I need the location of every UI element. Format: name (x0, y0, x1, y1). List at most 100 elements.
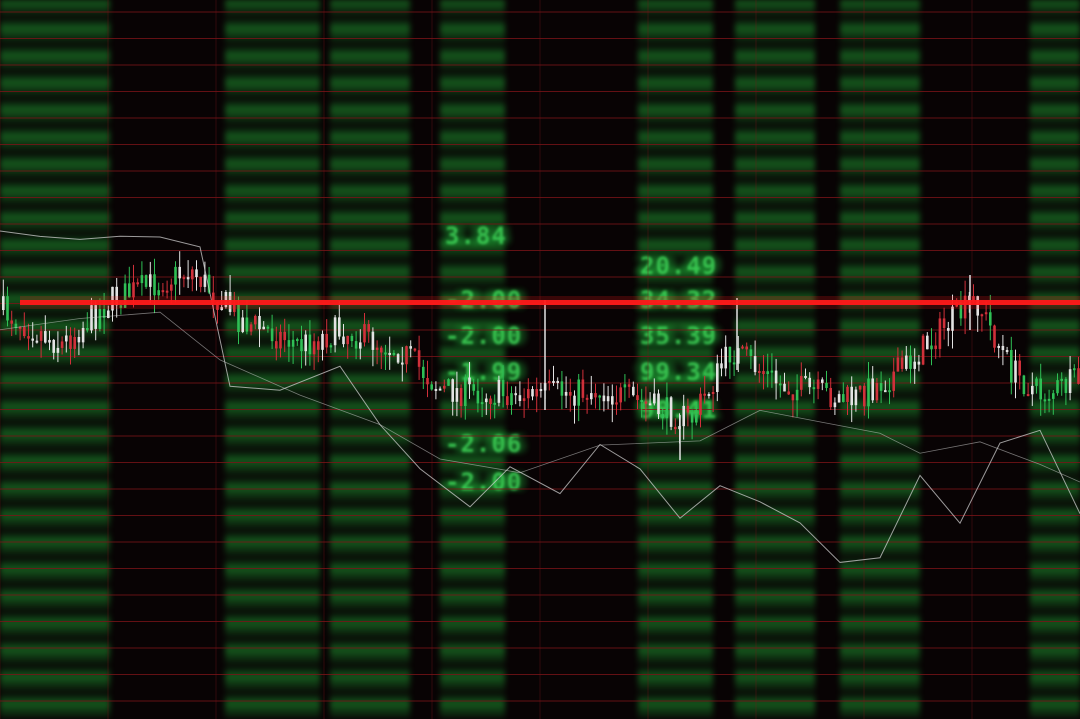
candle-body (220, 307, 223, 310)
candle-body (884, 390, 887, 393)
candle-body (144, 275, 148, 287)
candle-body (170, 284, 173, 291)
candle-body (1073, 368, 1076, 371)
candle-body (493, 402, 496, 405)
candle-body (254, 315, 257, 325)
candle-body (191, 269, 194, 280)
candle-body (107, 310, 110, 319)
candle-body (791, 394, 795, 401)
candle-body (724, 346, 727, 369)
candle-body (707, 394, 711, 397)
candle-body (178, 266, 181, 279)
candle-body (686, 405, 690, 413)
candle-body (963, 295, 967, 319)
candle-body (409, 346, 412, 349)
candle-body (854, 389, 858, 406)
candle-body (522, 398, 526, 402)
candle-body (111, 286, 114, 311)
candle-body (640, 400, 643, 403)
candle-body (392, 352, 396, 355)
candle-body (18, 326, 22, 329)
candle-body (153, 274, 156, 296)
candle-body (241, 317, 244, 333)
candle-body (195, 269, 198, 278)
candle-body (552, 380, 555, 383)
candle-body (459, 388, 463, 407)
candle-body (825, 382, 828, 388)
candle-body (140, 275, 144, 284)
candle-body (984, 312, 988, 315)
candle-body (636, 395, 639, 401)
candle-body (497, 379, 501, 403)
candle-body (346, 335, 349, 345)
candle-body (157, 290, 160, 296)
candle-body (753, 356, 757, 373)
candle-body (279, 331, 282, 349)
candle-body (270, 328, 274, 342)
digit-column (440, 0, 505, 719)
candle-body (1001, 345, 1005, 351)
candle-body (863, 385, 866, 407)
digit-column (330, 0, 410, 719)
candle-body (48, 339, 51, 343)
candle-body (60, 341, 64, 348)
digit-column (638, 0, 713, 719)
candle-body (569, 391, 572, 396)
candle-body (413, 348, 417, 351)
candle-body (804, 375, 807, 378)
candle-body (86, 327, 89, 331)
candle-body (388, 352, 391, 355)
candle-body (812, 387, 816, 390)
candle-body (947, 328, 950, 331)
candle-body (762, 371, 765, 375)
price-level-glow (20, 296, 1080, 309)
candle-body (237, 304, 240, 333)
candle-body (749, 349, 753, 357)
candle-body (846, 386, 849, 402)
candle-body (871, 378, 874, 401)
candle-body (6, 296, 9, 321)
candle-body (632, 386, 635, 396)
candle-body (249, 324, 253, 332)
candle-body (695, 414, 698, 423)
candle-body (913, 361, 916, 369)
candle-body (14, 323, 18, 329)
candle-body (766, 371, 769, 375)
candle-body (455, 388, 459, 402)
digit-readout-right: 35.39 (640, 322, 718, 350)
candle-body (833, 402, 837, 408)
candle-body (682, 405, 685, 427)
digit-readout-center: -2.06 (445, 430, 523, 458)
candle-body (245, 317, 249, 332)
candle-body (149, 274, 152, 287)
candle-body (283, 331, 286, 341)
candle-body (938, 318, 942, 349)
candle-body (489, 398, 492, 404)
candle-body (959, 302, 963, 319)
candle-body (795, 389, 799, 401)
digit-column (735, 0, 815, 719)
candle-body (69, 335, 72, 349)
candle-body (359, 342, 362, 349)
candle-body (745, 346, 748, 350)
candle-body (674, 426, 677, 430)
digit-readout-center: -1.99 (445, 358, 523, 386)
candle-body (728, 346, 732, 363)
candle-body (527, 389, 530, 399)
candle-body (741, 346, 744, 349)
candle-body (598, 395, 601, 398)
candle-body (31, 338, 34, 341)
candle-body (224, 292, 228, 308)
candle-body (787, 391, 790, 395)
candle-body (161, 290, 165, 293)
candle-body (993, 325, 996, 348)
candle-body (1047, 398, 1051, 401)
candle-body (128, 283, 131, 298)
candle-body (10, 320, 13, 324)
candle-body (573, 395, 576, 406)
candle-body (611, 396, 614, 405)
candle-body (119, 305, 123, 308)
candle-body (720, 363, 723, 369)
